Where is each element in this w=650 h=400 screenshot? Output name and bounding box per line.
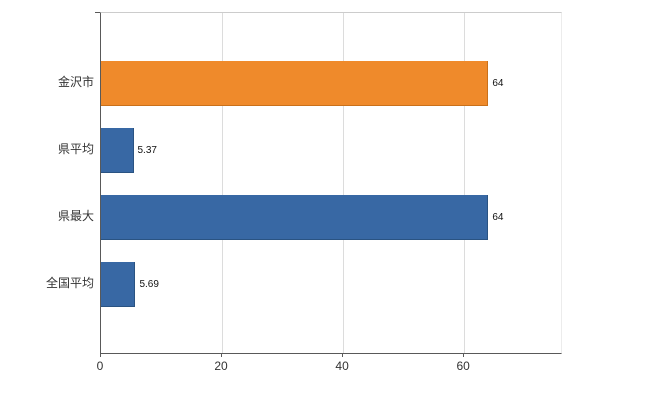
- x-axis-tick-label: 20: [214, 359, 228, 373]
- bar: [101, 262, 136, 307]
- y-axis-category-label: 金沢市: [57, 75, 94, 89]
- x-axis-tick-label: 60: [456, 359, 470, 373]
- x-axis-tick: [342, 353, 344, 357]
- y-axis-category-label: 県平均: [57, 142, 94, 156]
- y-axis-top-tick: [95, 12, 100, 13]
- bar-value-label: 5.37: [137, 145, 157, 156]
- plot-area: 64 5.37 64 5.69: [100, 12, 562, 354]
- x-axis-tick-label: 0: [96, 359, 104, 373]
- bar-value-label: 5.69: [139, 279, 159, 290]
- x-axis-tick: [100, 353, 101, 357]
- bar-value-label: 64: [492, 78, 504, 89]
- gridline: [464, 13, 466, 353]
- x-axis-tick-label: 40: [335, 359, 349, 373]
- x-axis-tick: [221, 353, 223, 357]
- gridline: [222, 13, 224, 353]
- y-axis-category-label: 全国平均: [45, 276, 94, 290]
- bar: [101, 195, 489, 240]
- bar-value-label: 64: [492, 212, 504, 223]
- gridline: [343, 13, 345, 353]
- y-axis-category-label: 県最大: [57, 209, 94, 223]
- x-axis-tick: [463, 353, 465, 357]
- bar: [101, 61, 489, 106]
- bar: [101, 128, 134, 173]
- x-axis-labels: 0 20 40 60: [0, 353, 650, 379]
